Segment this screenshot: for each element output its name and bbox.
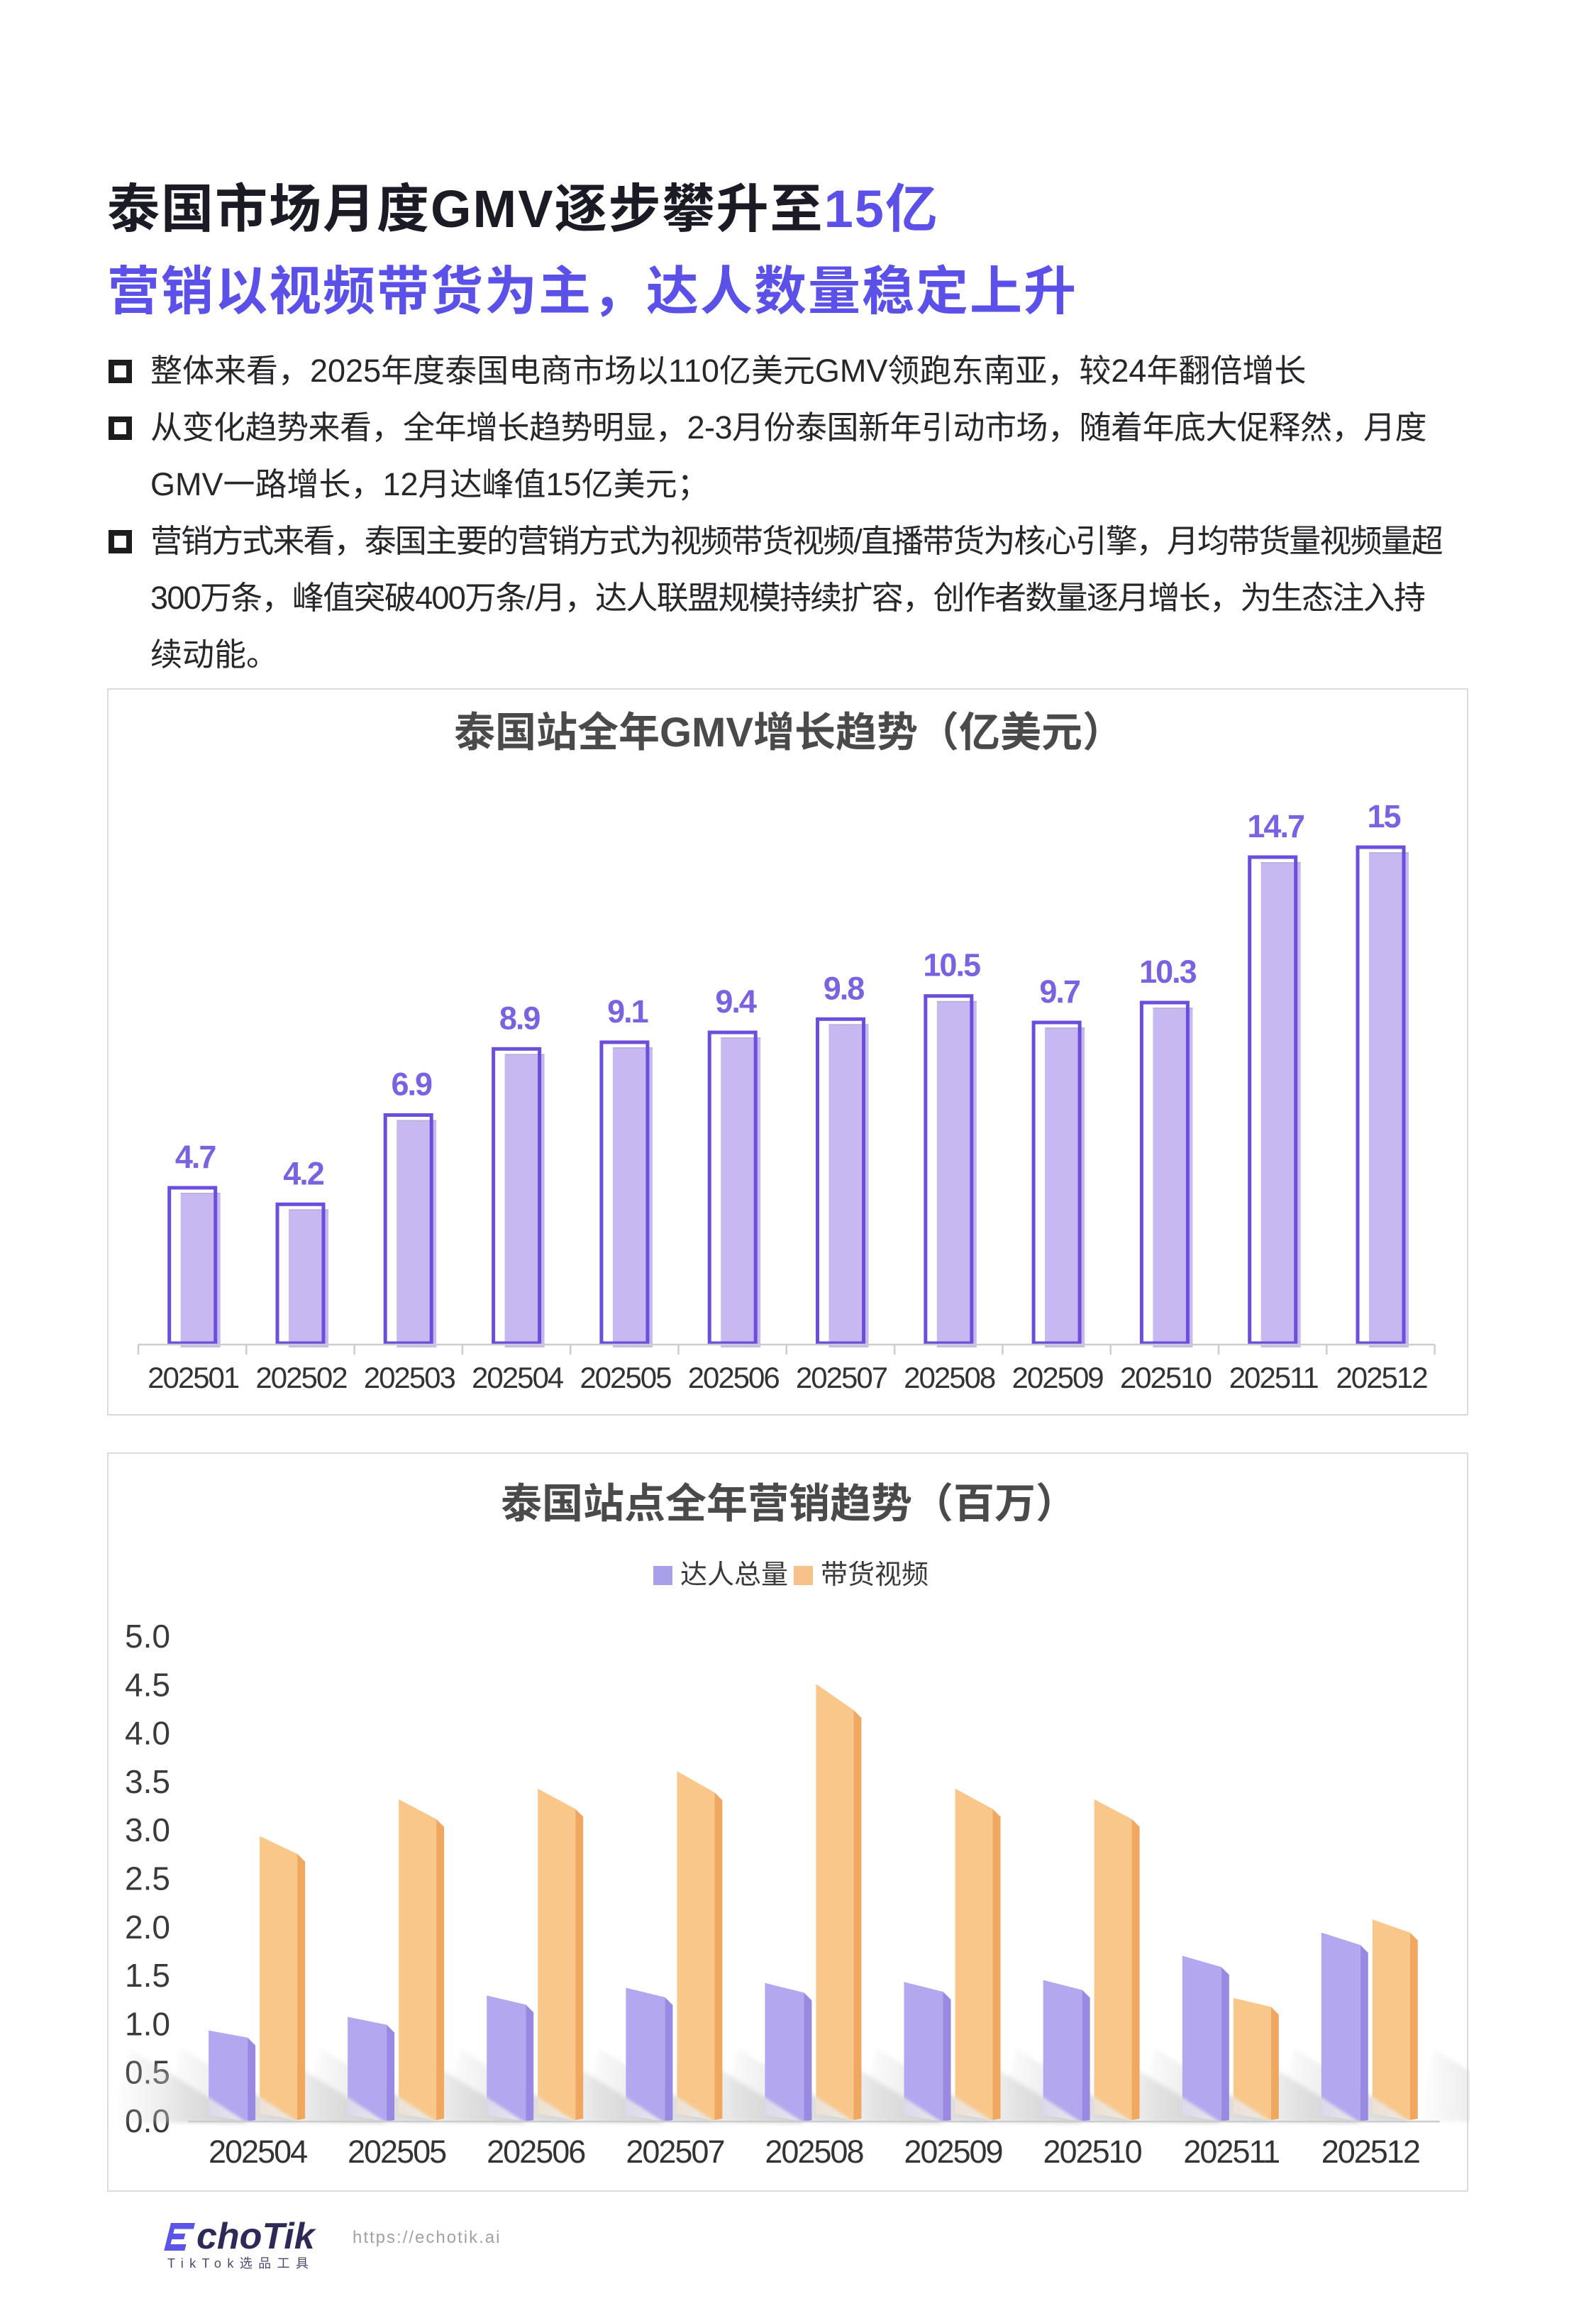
svg-text:泰国站全年GMV增长趋势（亿美元）: 泰国站全年GMV增长趋势（亿美元） (454, 710, 1124, 756)
svg-text:4.0: 4.0 (125, 1715, 170, 1752)
svg-text:15: 15 (1367, 798, 1400, 834)
svg-text:202511: 202511 (1229, 1361, 1319, 1394)
svg-text:2.5: 2.5 (125, 1860, 170, 1897)
svg-text:202507: 202507 (796, 1361, 887, 1394)
svg-text:14.7: 14.7 (1247, 808, 1304, 844)
svg-text:202502: 202502 (255, 1361, 347, 1394)
svg-text:202503: 202503 (364, 1361, 455, 1394)
svg-text:1.5: 1.5 (125, 1957, 170, 1994)
svg-text:202509: 202509 (904, 2134, 1002, 2170)
svg-text:4.5: 4.5 (125, 1666, 170, 1703)
svg-text:202506: 202506 (487, 2134, 585, 2170)
svg-text:带货视频: 带货视频 (821, 1560, 929, 1590)
svg-text:5.0: 5.0 (125, 1618, 170, 1655)
svg-text:8.9: 8.9 (499, 1000, 541, 1036)
svg-text:202504: 202504 (209, 2134, 307, 2170)
svg-text:202507: 202507 (626, 2134, 724, 2170)
svg-text:202512: 202512 (1321, 2134, 1419, 2170)
svg-text:202508: 202508 (904, 1361, 995, 1394)
svg-text:202510: 202510 (1120, 1361, 1212, 1394)
svg-text:202512: 202512 (1336, 1361, 1427, 1394)
svg-text:9.7: 9.7 (1039, 973, 1080, 1010)
svg-text:202501: 202501 (148, 1361, 239, 1394)
svg-text:202511: 202511 (1183, 2134, 1279, 2170)
svg-text:202505: 202505 (348, 2134, 446, 2170)
svg-text:10.5: 10.5 (923, 947, 980, 983)
svg-text:达人总量: 达人总量 (680, 1560, 788, 1590)
svg-text:202506: 202506 (688, 1361, 780, 1394)
svg-text:202505: 202505 (580, 1361, 671, 1394)
svg-text:2.0: 2.0 (125, 1909, 170, 1946)
svg-text:泰国站点全年营销趋势（百万）: 泰国站点全年营销趋势（百万） (501, 1481, 1077, 1527)
svg-text:9.8: 9.8 (824, 970, 865, 1006)
svg-text:202508: 202508 (765, 2134, 863, 2170)
svg-text:10.3: 10.3 (1139, 954, 1197, 990)
svg-text:6.9: 6.9 (392, 1066, 433, 1103)
svg-text:1.0: 1.0 (125, 2005, 170, 2042)
svg-text:202504: 202504 (472, 1361, 564, 1394)
svg-text:9.1: 9.1 (607, 993, 648, 1030)
svg-text:9.4: 9.4 (715, 983, 757, 1020)
svg-text:3.0: 3.0 (125, 1811, 170, 1848)
svg-text:4.2: 4.2 (283, 1155, 324, 1191)
svg-text:3.5: 3.5 (125, 1763, 170, 1800)
svg-text:202509: 202509 (1012, 1361, 1104, 1394)
svg-text:202510: 202510 (1043, 2134, 1142, 2170)
svg-text:4.7: 4.7 (175, 1139, 216, 1175)
